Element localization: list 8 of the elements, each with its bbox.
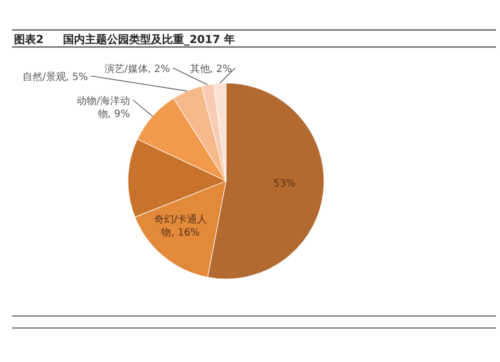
chart-title: 图表2 — [14, 33, 44, 46]
data-label: 53% — [273, 178, 296, 190]
slice-label: 奇幻/卡通人物, 16% — [154, 213, 208, 238]
slice-label: 自然/景观, 5% — [22, 71, 88, 83]
slice-label: 演艺/媒体, 2% — [104, 63, 170, 75]
slice-label: 动物/海洋动物, 9% — [76, 95, 130, 120]
slice-label: 其他, 2% — [190, 63, 232, 75]
chart-subtitle: 国内主题公园类型及比重_2017 年 — [63, 33, 235, 46]
